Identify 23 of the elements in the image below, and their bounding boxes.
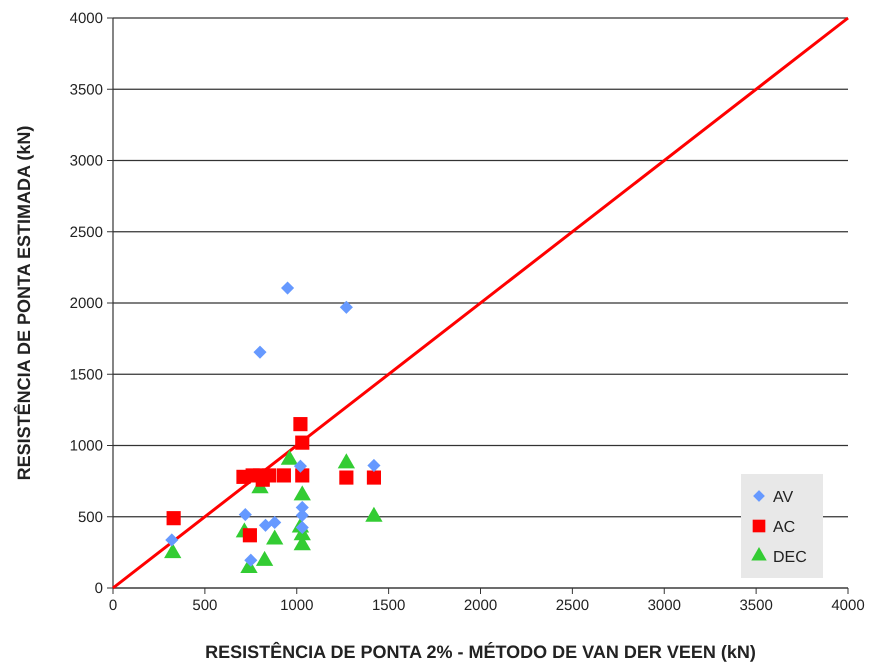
- y-tick-label: 3500: [70, 81, 103, 98]
- y-tick-label: 0: [94, 580, 103, 597]
- x-tick-label: 3000: [648, 597, 681, 614]
- legend-label: AV: [773, 489, 794, 506]
- x-tick-label: 500: [192, 597, 218, 614]
- x-tick-label: 2500: [556, 597, 590, 614]
- legend-label: DEC: [773, 549, 807, 566]
- y-tick-label: 2000: [70, 295, 103, 312]
- y-tick-label: 500: [78, 508, 103, 526]
- legend-label: AC: [773, 519, 796, 536]
- y-tick-label: 1000: [70, 438, 103, 454]
- y-tick-label: 2500: [70, 224, 103, 241]
- x-tick-label: 2000: [464, 597, 498, 614]
- y-tick-label: 4000: [70, 10, 103, 27]
- x-tick-label: 4000: [831, 597, 865, 614]
- x-tick-label: 1500: [372, 597, 406, 614]
- x-tick-label: 0: [108, 597, 118, 614]
- x-tick-label: 1000: [280, 597, 314, 614]
- x-tick-label: 3500: [739, 597, 773, 614]
- y-tick-label: 1500: [70, 366, 103, 384]
- y-tick-label: 3000: [70, 152, 103, 170]
- y-axis-title: RESISTÊNCIA DE PONTA ESTIMADA (kN): [13, 126, 34, 480]
- x-axis-title: RESISTÊNCIA DE PONTA 2% - MÉTODO DE VAN DER VEEN (kN): [205, 641, 756, 662]
